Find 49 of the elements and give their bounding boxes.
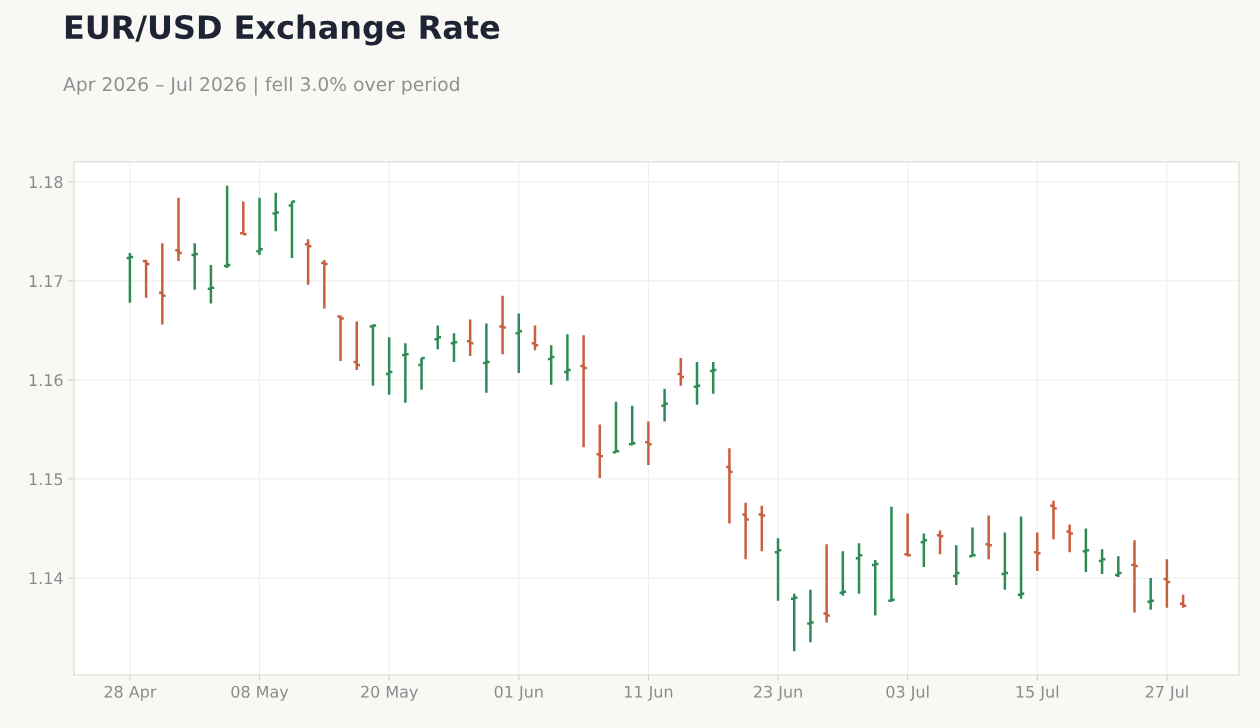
candlestick <box>935 529 945 556</box>
x-tick-label: 15 Jul <box>1016 685 1059 701</box>
candlestick <box>222 184 232 270</box>
candlestick <box>530 324 540 352</box>
candlestick <box>1178 593 1188 609</box>
x-tick-label: 27 Jul <box>1145 685 1188 701</box>
candlestick <box>903 512 913 558</box>
y-tick-label: 1.14 <box>29 572 63 585</box>
candlestick <box>319 258 329 310</box>
candlestick <box>708 360 718 395</box>
x-tick-label: 11 Jun <box>624 685 673 701</box>
x-tick-label: 01 Jun <box>494 685 543 701</box>
candlestick <box>1032 531 1042 573</box>
candlestick <box>1081 527 1091 574</box>
candlestick <box>757 504 767 553</box>
candlestick <box>190 241 200 291</box>
candlestick <box>1097 547 1107 576</box>
candlestick <box>400 341 410 404</box>
candlestick <box>1016 515 1026 600</box>
candlestick <box>919 532 929 569</box>
candlestick <box>368 323 378 388</box>
candlestick <box>449 332 459 364</box>
candlestick <box>481 322 491 394</box>
candlestick <box>870 558 880 617</box>
candlestick <box>206 263 216 305</box>
candlestick <box>238 200 248 236</box>
y-tick-label: 1.16 <box>29 374 63 387</box>
y-tick-label: 1.18 <box>29 176 63 189</box>
x-tick-label: 20 May <box>361 685 418 701</box>
chart-subtitle: Apr 2026 – Jul 2026 | fell 3.0% over period <box>63 76 459 96</box>
x-tick-label: 28 Apr <box>104 685 157 701</box>
candlestick <box>773 537 783 602</box>
candlestick <box>303 238 313 287</box>
candlestick <box>789 592 799 653</box>
x-tick-label: 08 May <box>231 685 289 701</box>
candlestick <box>1146 576 1156 611</box>
x-tick-label: 23 Jun <box>754 685 802 701</box>
x-tick-label: 03 Jul <box>886 685 929 701</box>
candlestick <box>692 360 702 406</box>
candlestick <box>838 549 848 598</box>
y-tick-label: 1.15 <box>29 473 63 486</box>
candlestick <box>125 251 135 304</box>
candlestick <box>465 318 475 358</box>
candlestick <box>627 404 637 447</box>
candlestick <box>384 336 394 396</box>
y-tick-label: 1.17 <box>29 275 63 287</box>
candlestick <box>984 514 994 561</box>
candlestick <box>1000 531 1010 592</box>
chart-title: EUR/USD Exchange Rate <box>65 14 500 46</box>
